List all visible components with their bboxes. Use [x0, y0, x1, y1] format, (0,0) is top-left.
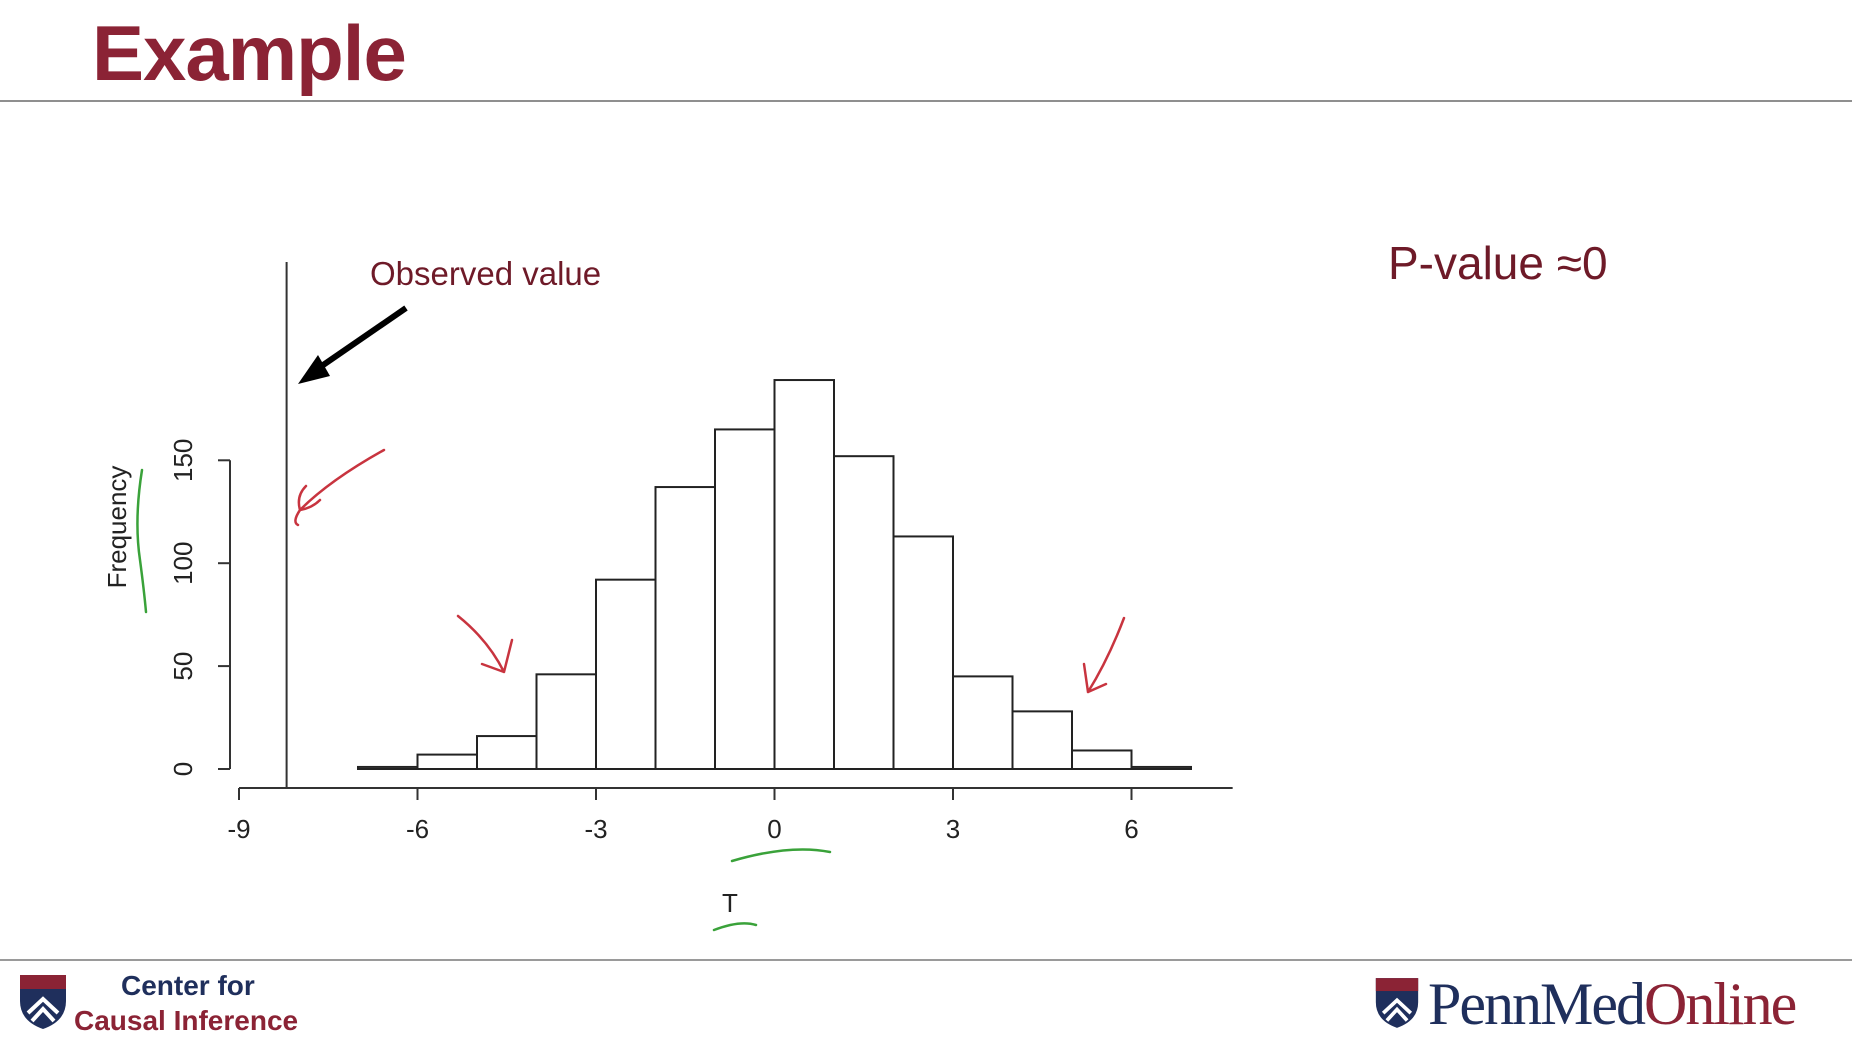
pennmed-shield-icon — [1375, 978, 1419, 1028]
x-tick-label: -9 — [227, 814, 250, 844]
observed-value-annotation: Observed value — [370, 255, 601, 292]
y-axis-label: Frequency — [102, 466, 132, 589]
chart-axes: -9 -6 -3 0 3 6 0 50 100 150 — [168, 439, 1233, 844]
red-arrow-mid — [456, 614, 514, 674]
green-underline-ylabel — [136, 468, 148, 614]
pvalue-label: P-value ≈0 — [1388, 237, 1608, 289]
title-divider — [0, 100, 1852, 102]
penn-shield-icon — [20, 975, 66, 1029]
center-for-causal-inference-logo: Center for Causal Inference — [74, 968, 298, 1038]
observed-value-arrow — [298, 305, 408, 384]
x-tick-label: 3 — [946, 814, 960, 844]
x-tick-label: 6 — [1124, 814, 1138, 844]
red-arrow-right — [1082, 616, 1126, 694]
pennmedonline-logo: PennMedOnline — [1428, 970, 1797, 1039]
penn-logo-part1: PennMed — [1428, 971, 1646, 1037]
histogram-bar — [952, 675, 1014, 771]
histogram-bar — [595, 578, 657, 770]
histogram-bar — [1130, 765, 1192, 771]
cci-line1: Center for — [121, 970, 255, 1001]
histogram-bar — [773, 379, 835, 770]
y-tick-label: 100 — [168, 542, 198, 585]
histogram-bar — [892, 535, 954, 770]
histogram-bar — [1071, 749, 1133, 771]
penn-logo-part2: Online — [1643, 971, 1797, 1037]
slide-title: Example — [92, 9, 407, 97]
y-tick-label: 150 — [168, 439, 198, 482]
histogram-bar — [535, 673, 597, 770]
x-tick-label: -3 — [584, 814, 607, 844]
histogram-bar — [1011, 710, 1073, 770]
histogram-bar — [833, 455, 895, 770]
green-underline-T — [712, 922, 758, 932]
red-arrow-left — [294, 448, 386, 527]
histogram-bar — [714, 428, 776, 770]
hand-drawn-annotations — [136, 448, 1126, 932]
y-tick-label: 50 — [168, 652, 198, 681]
green-underline-zero — [730, 848, 832, 863]
x-tick-label: 0 — [767, 814, 781, 844]
histogram-bar — [357, 765, 419, 771]
footer-divider — [0, 959, 1852, 961]
cci-line2: Causal Inference — [74, 1005, 299, 1036]
x-tick-label: -6 — [406, 814, 429, 844]
histogram-bars — [357, 379, 1192, 771]
histogram-bar — [476, 735, 538, 771]
x-axis-label: T — [722, 888, 738, 918]
histogram-bar — [416, 753, 478, 770]
y-tick-label: 0 — [168, 762, 198, 776]
histogram-chart: -9 -6 -3 0 3 6 0 50 100 150 Observed value Freque… — [102, 255, 1233, 932]
histogram-bar — [654, 486, 716, 770]
